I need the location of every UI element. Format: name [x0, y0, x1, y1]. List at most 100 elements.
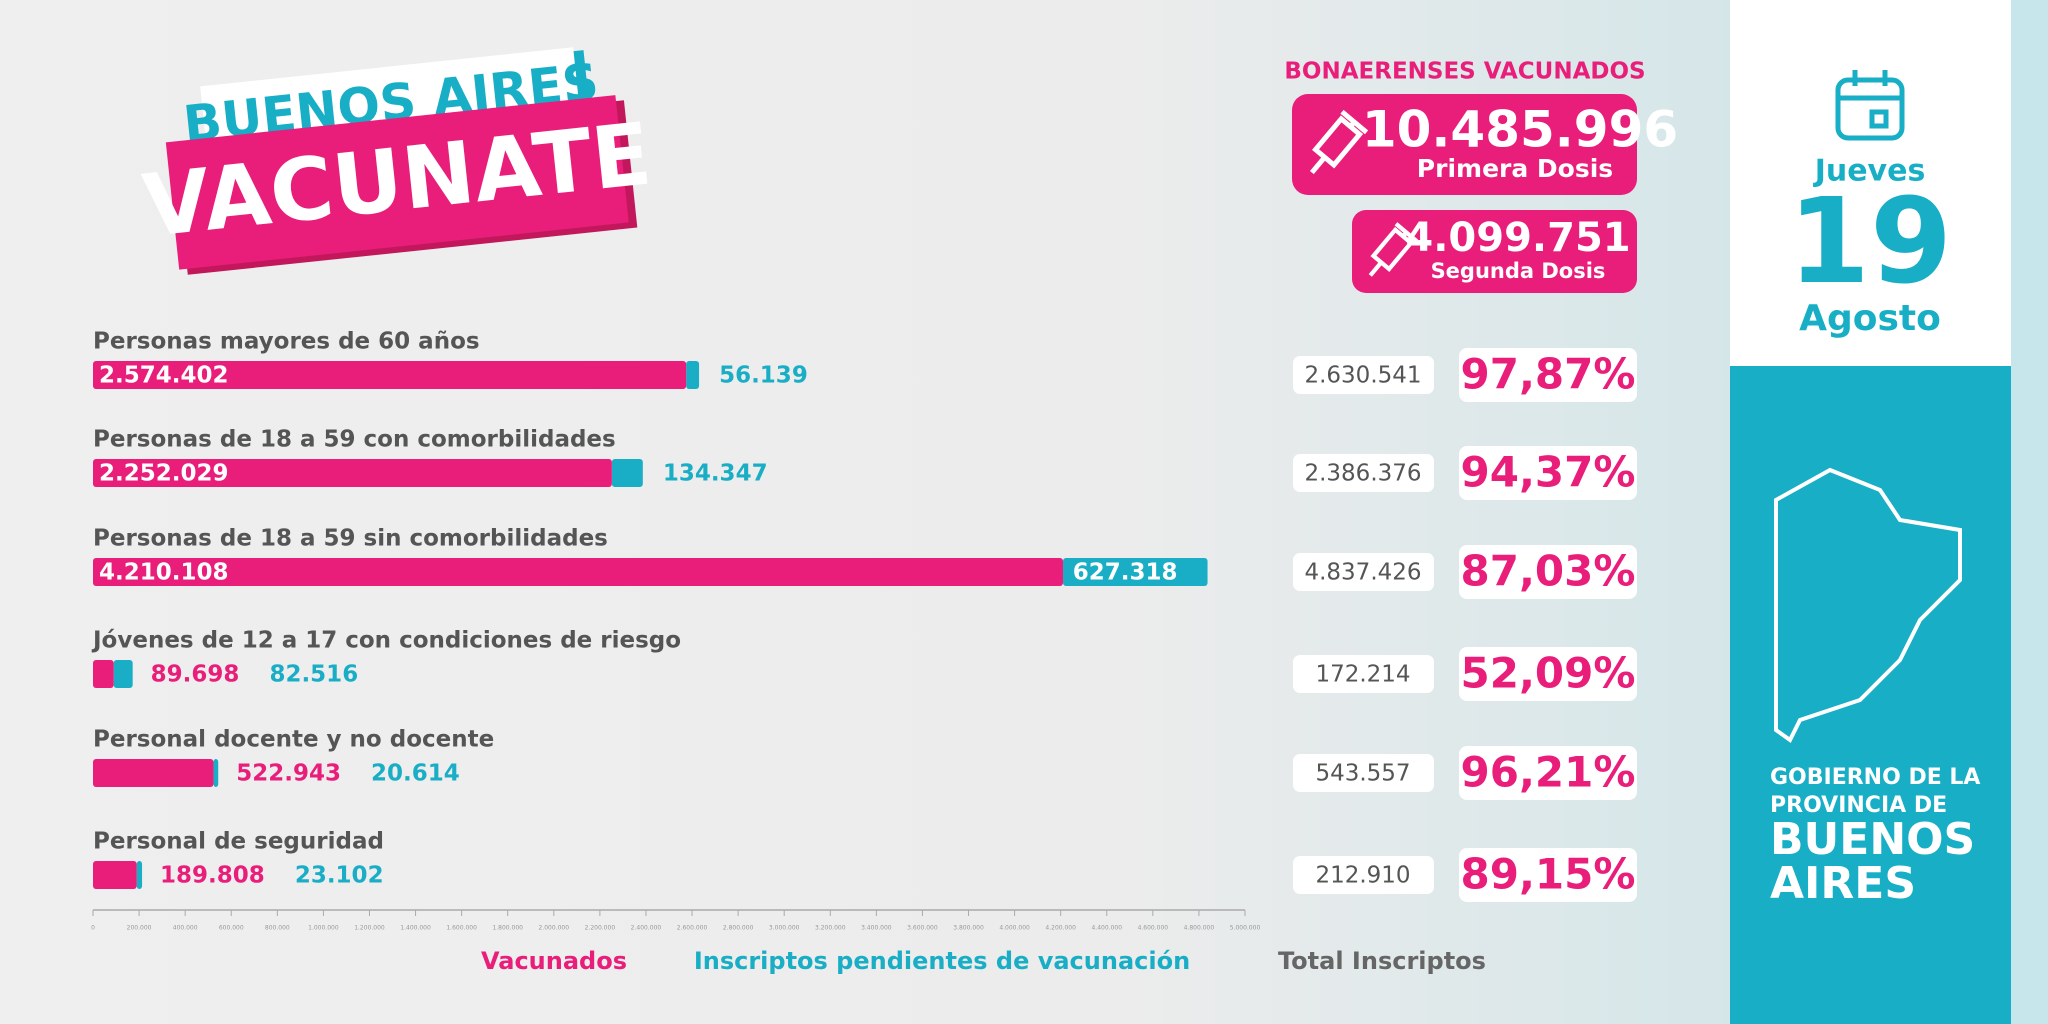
x-tick-label: 800.000: [265, 925, 290, 932]
total-box: [1293, 655, 1434, 693]
value-label: 20.614: [371, 761, 460, 787]
x-tick-label: 200.000: [127, 925, 152, 932]
first-dose-box: [1292, 94, 1637, 195]
bar-segment: [213, 759, 219, 787]
side-strip: [2011, 0, 2048, 1024]
bar-segment: [93, 459, 612, 487]
value-label: 2.252.029: [99, 461, 229, 487]
percent-box: [1459, 446, 1637, 500]
x-tick-label: 2.600.000: [677, 925, 708, 932]
category-label: Personas mayores de 60 años: [93, 329, 480, 355]
x-tick-label: 3.000.000: [769, 925, 800, 932]
percent-value: 89,15%: [1461, 850, 1636, 899]
gov-line3: BUENOS: [1770, 814, 1975, 865]
gov-line1: GOBIERNO DE LA: [1770, 765, 1980, 790]
logo: BUENOS AIRES VACUNATE: [139, 47, 656, 275]
category-label: Personas de 18 a 59 sin comorbilidades: [93, 526, 608, 552]
calendar-icon: [1835, 70, 1905, 141]
value-label: 627.318: [1073, 560, 1178, 586]
value-label: 89.698: [151, 662, 240, 688]
first-dose-label: Primera Dosis: [1417, 154, 1613, 183]
bar-segment: [93, 861, 137, 889]
percent-value: 94,37%: [1461, 448, 1636, 497]
percent-value: 52,09%: [1461, 649, 1636, 698]
total-box: [1293, 856, 1434, 894]
second-dose-value: 4.099.751: [1405, 215, 1630, 261]
first-dose-value: 10.485.996: [1362, 101, 1678, 159]
category-label: Personas de 18 a 59 con comorbilidades: [93, 427, 616, 453]
total-box: [1293, 356, 1434, 394]
x-tick-label: 4.000.000: [999, 925, 1030, 932]
x-tick-label: 4.400.000: [1091, 925, 1122, 932]
x-tick-label: 0: [91, 925, 95, 932]
x-tick-label: 2.800.000: [723, 925, 754, 932]
value-label: 82.516: [269, 662, 358, 688]
value-label: 134.347: [663, 461, 768, 487]
value-label: 2.574.402: [99, 363, 229, 389]
total-value: 212.910: [1315, 863, 1410, 889]
logo-box: [165, 95, 629, 270]
x-tick-label: 600.000: [219, 925, 244, 932]
total-value: 2.630.541: [1304, 363, 1421, 389]
second-dose-box: [1352, 210, 1637, 293]
total-value: 543.557: [1315, 761, 1410, 787]
header-title: BONAERENSES VACUNADOS: [1284, 59, 1645, 85]
bar-segment: [136, 861, 143, 889]
value-label: 522.943: [236, 761, 341, 787]
month: Agosto: [1799, 298, 1941, 339]
bar-segment: [611, 459, 643, 487]
legend-entry: Vacunados: [481, 947, 627, 975]
legend-total: Total Inscriptos: [1278, 947, 1486, 975]
percent-value: 87,03%: [1461, 547, 1636, 596]
gov-line2: PROVINCIA DE: [1770, 793, 1947, 818]
total-value: 172.214: [1315, 662, 1410, 688]
bar-segment: [93, 759, 214, 787]
percent-box: [1459, 348, 1637, 402]
day: 19: [1788, 172, 1952, 310]
total-box: [1293, 553, 1434, 591]
category-label: Personal docente y no docente: [93, 727, 494, 753]
x-tick-label: 3.200.000: [815, 925, 846, 932]
syringe-icon: [1309, 109, 1369, 175]
percent-box: [1459, 848, 1637, 902]
bar-segment: [93, 361, 687, 389]
bar-segment: [686, 361, 700, 389]
x-tick-label: 2.000.000: [539, 925, 570, 932]
legend-entry: Inscriptos pendientes de vacunación: [694, 947, 1190, 975]
x-tick-label: 3.800.000: [953, 925, 984, 932]
value-label: 4.210.108: [99, 560, 229, 586]
percent-value: 96,21%: [1461, 748, 1636, 797]
x-tick-label: 2.200.000: [585, 925, 616, 932]
bar-segment: [1063, 558, 1208, 586]
x-tick-label: 3.600.000: [907, 925, 938, 932]
x-tick-label: 2.400.000: [631, 925, 662, 932]
x-tick-label: 3.400.000: [861, 925, 892, 932]
x-tick-label: 4.200.000: [1045, 925, 1076, 932]
total-value: 4.837.426: [1304, 560, 1421, 586]
percent-value: 97,87%: [1461, 350, 1636, 399]
total-box: [1293, 754, 1434, 792]
government-panel: [1730, 366, 2011, 1024]
gov-line4: AIRES: [1770, 858, 1916, 909]
x-tick-label: 1.400.000: [400, 925, 431, 932]
bar-segment: [93, 558, 1064, 586]
x-tick-label: 5.000.000: [1230, 925, 1261, 932]
date-panel: [1730, 0, 2011, 366]
x-tick-label: 1.000.000: [308, 925, 339, 932]
syringe-icon: [1368, 222, 1419, 277]
percent-box: [1459, 545, 1637, 599]
percent-box: [1459, 746, 1637, 800]
x-tick-label: 4.800.000: [1184, 925, 1215, 932]
bar-segment: [93, 660, 114, 688]
weekday: Jueves: [1813, 154, 1926, 189]
x-tick-label: 400.000: [173, 925, 198, 932]
category-label: Personal de seguridad: [93, 829, 384, 855]
total-box: [1293, 454, 1434, 492]
x-tick-label: 1.600.000: [446, 925, 477, 932]
total-value: 2.386.376: [1304, 461, 1421, 487]
x-tick-label: 4.600.000: [1138, 925, 1169, 932]
second-dose-label: Segunda Dosis: [1431, 259, 1606, 283]
value-label: 56.139: [719, 363, 808, 389]
value-label: 189.808: [160, 863, 265, 889]
